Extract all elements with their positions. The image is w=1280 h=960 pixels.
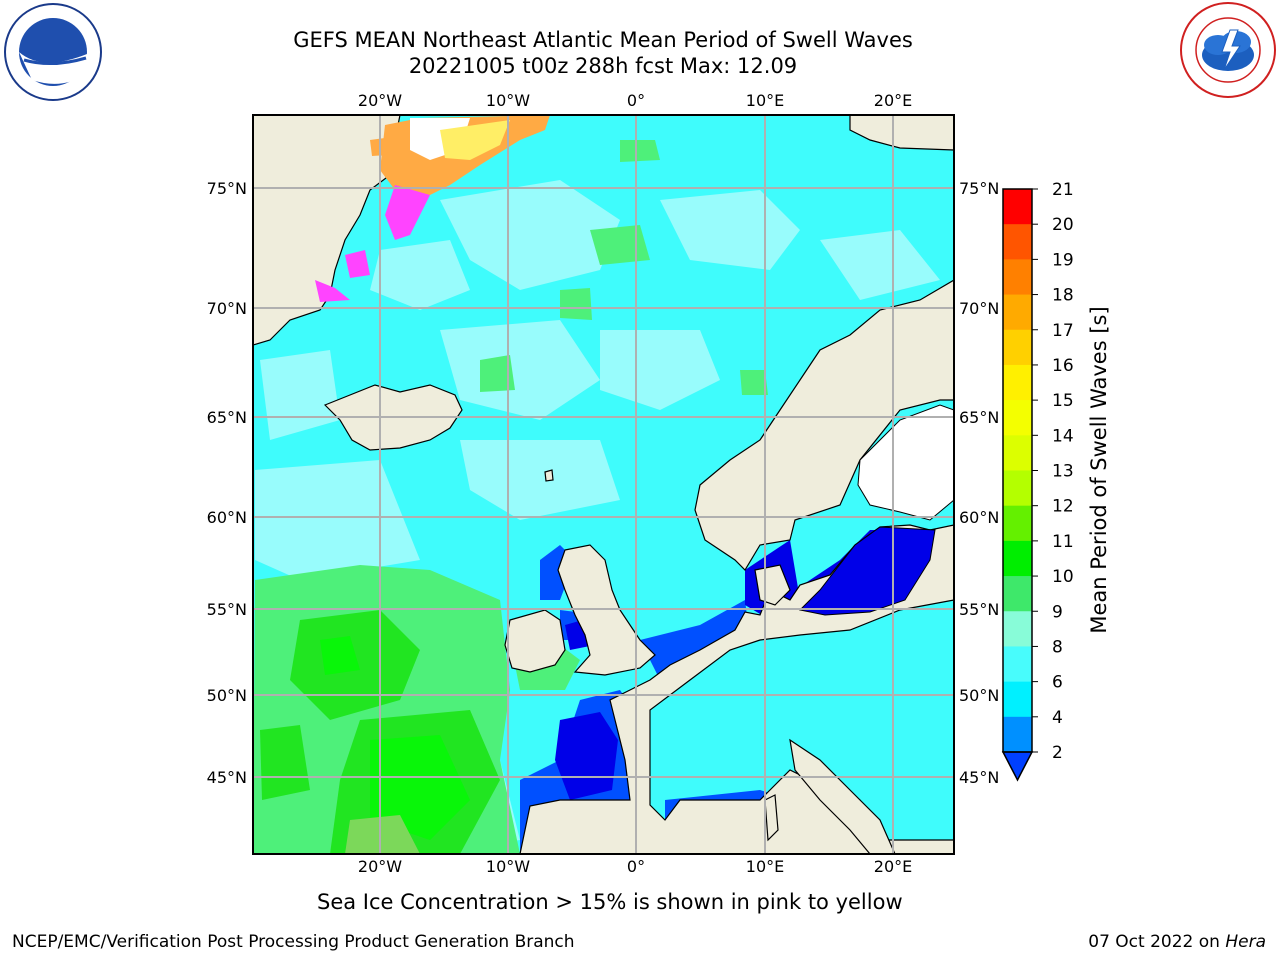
colorbar-extend-arrow	[1001, 751, 1034, 782]
colorbar-segment	[1003, 716, 1032, 753]
lon-tick-label: 20°W	[358, 857, 402, 876]
lat-ticks-left: 75°N 70°N 65°N 60°N 55°N 50°N 45°N	[207, 179, 247, 787]
colorbar-segment	[1003, 681, 1032, 718]
map-frame	[252, 114, 955, 855]
colorbar-segment	[1003, 189, 1032, 225]
colorbar-tick-label: 2	[1052, 743, 1063, 763]
colorbar-segment	[1003, 364, 1032, 401]
lat-tick-label: 50°N	[207, 686, 247, 705]
lat-tick-label: 65°N	[959, 408, 999, 427]
lat-tick-label: 50°N	[959, 686, 999, 705]
map-area	[253, 115, 954, 854]
gulf-of-bothnia	[857, 404, 954, 521]
land-ireland	[504, 609, 566, 673]
colorbar-segment	[1003, 259, 1032, 296]
lon-ticks-top: 20°W 10°W 0° 10°E 20°E	[358, 91, 912, 110]
colorbar-segment	[1003, 470, 1032, 507]
colorbar-segment	[1003, 576, 1032, 612]
land-faroe	[544, 469, 554, 482]
colorbar-ticks: 21 20 19 18 17 16 15 14 13 12 11 10 9 8 6 4 2	[1032, 180, 1074, 763]
colorbar-tick-label: 17	[1052, 321, 1074, 341]
footer-credit: NCEP/EMC/Verification Post Processing Pr…	[12, 932, 575, 952]
colorbar-tick-label: 8	[1052, 637, 1063, 657]
lat-tick-label: 45°N	[959, 768, 999, 787]
colorbar-segment	[1003, 646, 1032, 683]
graticule	[253, 115, 954, 854]
lon-ticks-bottom: 20°W 10°W 0° 10°E 20°E	[358, 857, 912, 876]
colorbar-tick-label: 13	[1052, 462, 1074, 482]
colorbar-segments	[1001, 189, 1034, 782]
colorbar-segment	[1003, 611, 1032, 647]
lat-tick-label: 45°N	[207, 768, 247, 787]
colorbar-tick-label: 18	[1052, 286, 1074, 306]
sea-ice-caption: Sea Ice Concentration > 15% is shown in …	[317, 890, 903, 914]
colorbar-tick-label: 16	[1052, 356, 1074, 376]
lat-tick-label: 70°N	[959, 299, 999, 318]
footer-date: 07 Oct 2022 on Hera	[1088, 932, 1266, 952]
lon-tick-label: 10°E	[746, 857, 784, 876]
footer-host: Hera	[1225, 932, 1266, 952]
lat-tick-label: 60°N	[959, 508, 999, 527]
colorbar-segment	[1003, 435, 1032, 471]
colorbar-tick-label: 10	[1052, 567, 1074, 587]
lat-tick-label: 75°N	[959, 179, 999, 198]
lat-tick-label: 75°N	[207, 179, 247, 198]
colorbar-tick-label: 12	[1052, 497, 1074, 517]
chart-subtitle: 20221005 t00z 288h fcst Max: 12.09	[408, 54, 798, 78]
colorbar-tick-label: 4	[1052, 708, 1063, 728]
colorbar-tick-label: 21	[1052, 180, 1074, 200]
lat-tick-label: 65°N	[207, 408, 247, 427]
land-italy	[789, 738, 896, 854]
colorbar-segment	[1003, 329, 1032, 366]
colorbar-tick-label: 20	[1052, 215, 1074, 235]
colorbar-tick-label: 14	[1052, 426, 1074, 446]
colorbar-segment	[1003, 540, 1032, 577]
lon-tick-label: 10°W	[486, 91, 530, 110]
lon-tick-label: 0°	[627, 857, 645, 876]
lon-tick-label: 20°E	[874, 91, 912, 110]
national-weather-service-logo	[1178, 0, 1278, 100]
colorbar-tick-label: 19	[1052, 250, 1074, 270]
land-europe	[519, 279, 954, 854]
lat-tick-label: 70°N	[207, 299, 247, 318]
colorbar-segment	[1003, 294, 1032, 331]
colorbar-segment	[1003, 400, 1032, 436]
colorbar-tick-label: 6	[1052, 673, 1063, 693]
lon-tick-label: 20°E	[874, 857, 912, 876]
footer-date-text: 07 Oct 2022 on	[1088, 932, 1226, 952]
colorbar-label: Mean Period of Swell Waves [s]	[1087, 306, 1111, 633]
colorbar-tick-label: 9	[1052, 602, 1063, 622]
swell-green-bright-patches	[320, 636, 470, 840]
colorbar-segment	[1003, 224, 1032, 260]
lon-tick-label: 20°W	[358, 91, 402, 110]
colorbar: 21 20 19 18 17 16 15 14 13 12 11 10 9 8 6 4 2 Mean Perio…	[1001, 180, 1111, 782]
colorbar-segment	[1003, 505, 1032, 542]
lon-tick-label: 10°E	[746, 91, 784, 110]
colorbar-tick-label: 15	[1052, 391, 1074, 411]
colorbar-tick-label: 11	[1052, 532, 1074, 552]
lon-tick-label: 10°W	[486, 857, 530, 876]
noaa-logo	[2, 2, 104, 102]
lat-ticks-right: 75°N 70°N 65°N 60°N 55°N 50°N 45°N	[959, 179, 999, 787]
chart-title: GEFS MEAN Northeast Atlantic Mean Period…	[293, 28, 913, 52]
land-corsica-sardinia	[764, 794, 779, 842]
baltic-sea	[798, 526, 936, 616]
swell-olive-patches	[345, 815, 420, 854]
lat-tick-label: 55°N	[207, 600, 247, 619]
land-denmark	[754, 564, 791, 606]
lat-tick-label: 60°N	[207, 508, 247, 527]
land-svalbard	[849, 115, 954, 151]
lat-tick-label: 55°N	[959, 600, 999, 619]
lon-tick-label: 0°	[627, 91, 645, 110]
